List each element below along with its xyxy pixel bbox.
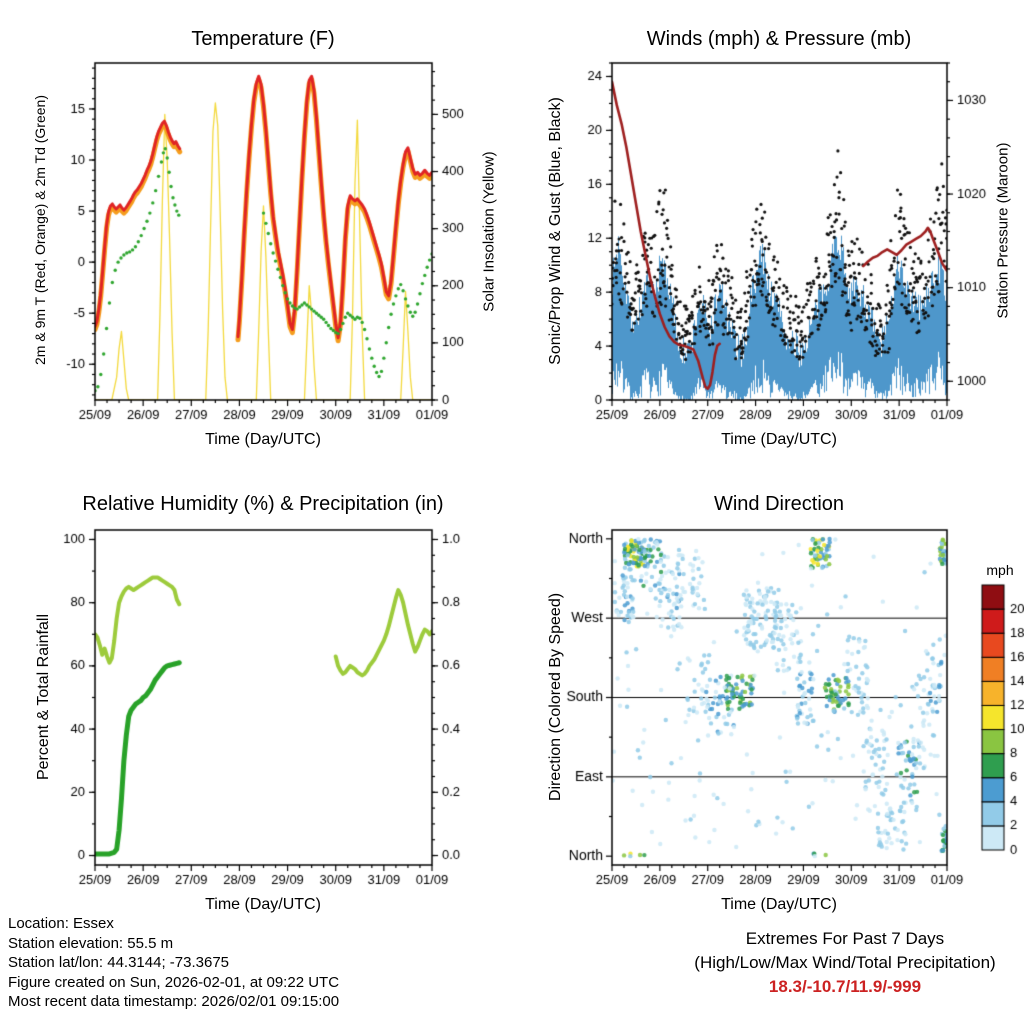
chart-title-wind-direction: Wind Direction xyxy=(713,493,845,515)
extremes-values: 18.3/-10.7/11.9/-999 xyxy=(768,977,922,996)
ylabel-temperature-left: 2m & 9m T (Red, Orange) & 2m Td (Green) xyxy=(32,95,48,365)
ylabel-solar-right: Solar Insolation (Yellow) xyxy=(480,151,498,312)
extremes-subtitle: (High/Low/Max Wind/Total Precipitation) xyxy=(694,953,996,972)
figure-created-line: Figure created on Sun, 2026-02-01, at 09… xyxy=(8,973,340,991)
ylabel-percent-rainfall: Percent & Total Rainfall xyxy=(35,614,52,781)
xlabel-winds: Time (Day/UTC) xyxy=(721,431,837,448)
colorbar-units-label: mph xyxy=(986,562,1014,578)
chart-title-winds: Winds (mph) & Pressure (mb) xyxy=(646,28,912,50)
station-elevation: Station elevation: 55.5 m xyxy=(8,934,174,952)
xlabel-humidity: Time (Day/UTC) xyxy=(205,896,321,913)
recent-data-timestamp: Most recent data timestamp: 2026/02/01 0… xyxy=(8,993,340,1010)
chart-title-humidity: Relative Humidity (%) & Precipitation (i… xyxy=(82,493,444,515)
extremes-block: Extremes For Past 7 Days (High/Low/Max W… xyxy=(650,927,1024,999)
ylabel-direction: Direction (Colored By Speed) xyxy=(547,592,564,802)
extremes-title: Extremes For Past 7 Days xyxy=(745,929,945,948)
station-info: Location: Essex Station elevation: 55.5 … xyxy=(8,914,339,1012)
ylabel-wind-left: Sonic/Prop Wind & Gust (Blue, Black) xyxy=(547,97,564,365)
chart-title-temperature: Temperature (F) xyxy=(191,28,335,50)
station-latlon: Station lat/lon: 44.3144; -73.3675 xyxy=(8,954,230,971)
xlabel-temperature: Time (Day/UTC) xyxy=(205,431,321,448)
xlabel-wind-direction: Time (Day/UTC) xyxy=(721,896,837,913)
station-location: Location: Essex xyxy=(8,915,114,932)
ylabel-pressure-right: Station Pressure (Maroon) xyxy=(994,142,1012,319)
